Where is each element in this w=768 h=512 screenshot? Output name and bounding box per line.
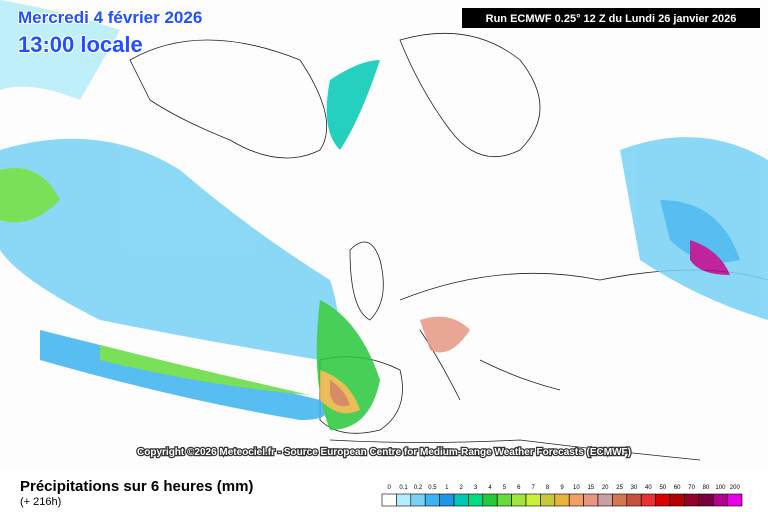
legend-swatch	[525, 493, 541, 507]
legend-label: 50	[659, 485, 666, 491]
legend-swatch	[554, 493, 570, 507]
legend-swatch	[410, 493, 426, 507]
legend: 0 0.1 0.2 0.5 1 2 3 4 5 6 7 8 9 10 15 20 25 30 40 50 60 70 80 1…	[381, 485, 743, 507]
legend-label: 10	[573, 485, 580, 491]
legend-swatch	[583, 493, 599, 507]
legend-label: 4	[488, 485, 492, 491]
legend-label: 0.5	[428, 485, 437, 491]
legend-swatch	[453, 493, 469, 507]
legend-label: 20	[602, 485, 609, 491]
legend-swatch	[424, 493, 440, 507]
legend-swatch	[626, 493, 642, 507]
legend-label: 100	[715, 485, 726, 491]
legend-label: 5	[503, 485, 507, 491]
legend-label: 1	[445, 485, 449, 491]
date-title: Mercredi 4 février 2026	[18, 8, 203, 27]
legend-label: 0	[388, 485, 392, 491]
legend-swatch	[684, 493, 700, 507]
legend-label: 25	[616, 485, 623, 491]
legend-swatch	[727, 493, 743, 507]
legend-label: 70	[688, 485, 695, 491]
legend-swatch	[712, 493, 728, 507]
legend-label: 80	[703, 485, 710, 491]
legend-swatch	[568, 493, 584, 507]
run-box	[462, 8, 760, 28]
legend-swatch	[396, 493, 412, 507]
legend-swatch	[439, 493, 455, 507]
legend-label: 8	[546, 485, 550, 491]
legend-label: 0.1	[399, 485, 408, 491]
time-title: 13:00 locale	[18, 32, 143, 57]
map: Run ECMWF 0.25° 12 Z du Lundi 26 janvier…	[0, 0, 768, 461]
legend-swatch	[669, 493, 685, 507]
legend-swatch	[468, 493, 484, 507]
legend-label: 200	[730, 485, 741, 491]
legend-swatch	[511, 493, 527, 507]
legend-label: 30	[631, 485, 638, 491]
legend-label: 15	[587, 485, 594, 491]
legend-label: 2	[460, 485, 464, 491]
legend-label: 40	[645, 485, 652, 491]
legend-label: 9	[560, 485, 564, 491]
legend-label: 7	[532, 485, 536, 491]
legend-swatch	[640, 493, 656, 507]
legend-label: 60	[674, 485, 681, 491]
run-label: Run ECMWF 0.25° 12 Z du Lundi 26 janvier…	[486, 13, 737, 25]
footer-title: Précipitations sur 6 heures (mm)	[20, 478, 254, 495]
legend-label: 3	[474, 485, 478, 491]
legend-swatch	[482, 493, 498, 507]
legend-swatch	[496, 493, 512, 507]
legend-swatch	[698, 493, 714, 507]
copyright: Copyright ©2026 Meteociel.fr - Source Eu…	[137, 447, 631, 458]
legend-label: 6	[517, 485, 521, 491]
legend-swatch	[540, 493, 556, 507]
legend-swatch	[655, 493, 671, 507]
legend-swatch	[381, 493, 397, 507]
precip	[0, 0, 768, 430]
footer-lead: (+ 216h)	[20, 496, 62, 508]
legend-label: 0.2	[414, 485, 423, 491]
legend-swatch	[612, 493, 628, 507]
legend-swatch	[597, 493, 613, 507]
